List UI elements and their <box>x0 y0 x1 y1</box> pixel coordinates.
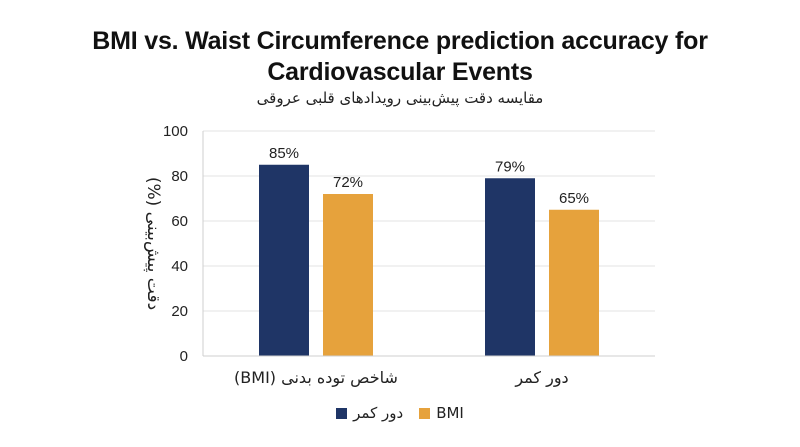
y-tick-label: 40 <box>171 258 188 275</box>
chart-title: BMI vs. Waist Circumference prediction a… <box>92 27 708 86</box>
legend-swatch <box>336 407 348 419</box>
y-axis-label: دقت پیش‌بینی (%) <box>143 177 163 310</box>
x-axis-ticks: شاخص توده بدنی (BMI) دور کمر <box>234 368 569 388</box>
bar-data-label: 85% <box>269 145 299 162</box>
legend: دور کمر BMI <box>0 404 800 423</box>
y-axis-ticks: 0 20 40 60 80 100 <box>163 123 188 365</box>
y-tick-label: 60 <box>171 213 188 230</box>
bar <box>259 164 309 356</box>
bar-data-label: 65% <box>559 190 589 207</box>
y-tick-label: 80 <box>171 168 188 185</box>
chart-subtitle: مقایسه دقت پیش‌بینی رویدادهای قلبی عروقی <box>256 89 544 107</box>
bar-data-label: 72% <box>333 174 363 191</box>
bar-data-label: 79% <box>495 158 525 175</box>
bar-chart: 0 20 40 60 80 100 85% 72% 79% 65% شاخص توده بدنی… <box>143 123 655 388</box>
legend-item: دور کمر <box>336 404 403 422</box>
x-tick-label: شاخص توده بدنی (BMI) <box>234 368 398 388</box>
legend-label: BMI <box>436 404 464 422</box>
bar <box>485 178 535 356</box>
bar <box>549 209 599 356</box>
legend-item: BMI <box>419 404 464 422</box>
y-tick-label: 100 <box>163 123 188 140</box>
bar-data-labels: 85% 72% 79% 65% <box>269 145 589 207</box>
bars <box>259 164 599 356</box>
legend-label: دور کمر <box>353 404 404 422</box>
y-tick-label: 0 <box>180 348 188 365</box>
bar <box>323 194 373 356</box>
y-tick-label: 20 <box>171 303 188 320</box>
legend-swatch <box>419 407 431 419</box>
x-tick-label: دور کمر <box>514 368 568 388</box>
